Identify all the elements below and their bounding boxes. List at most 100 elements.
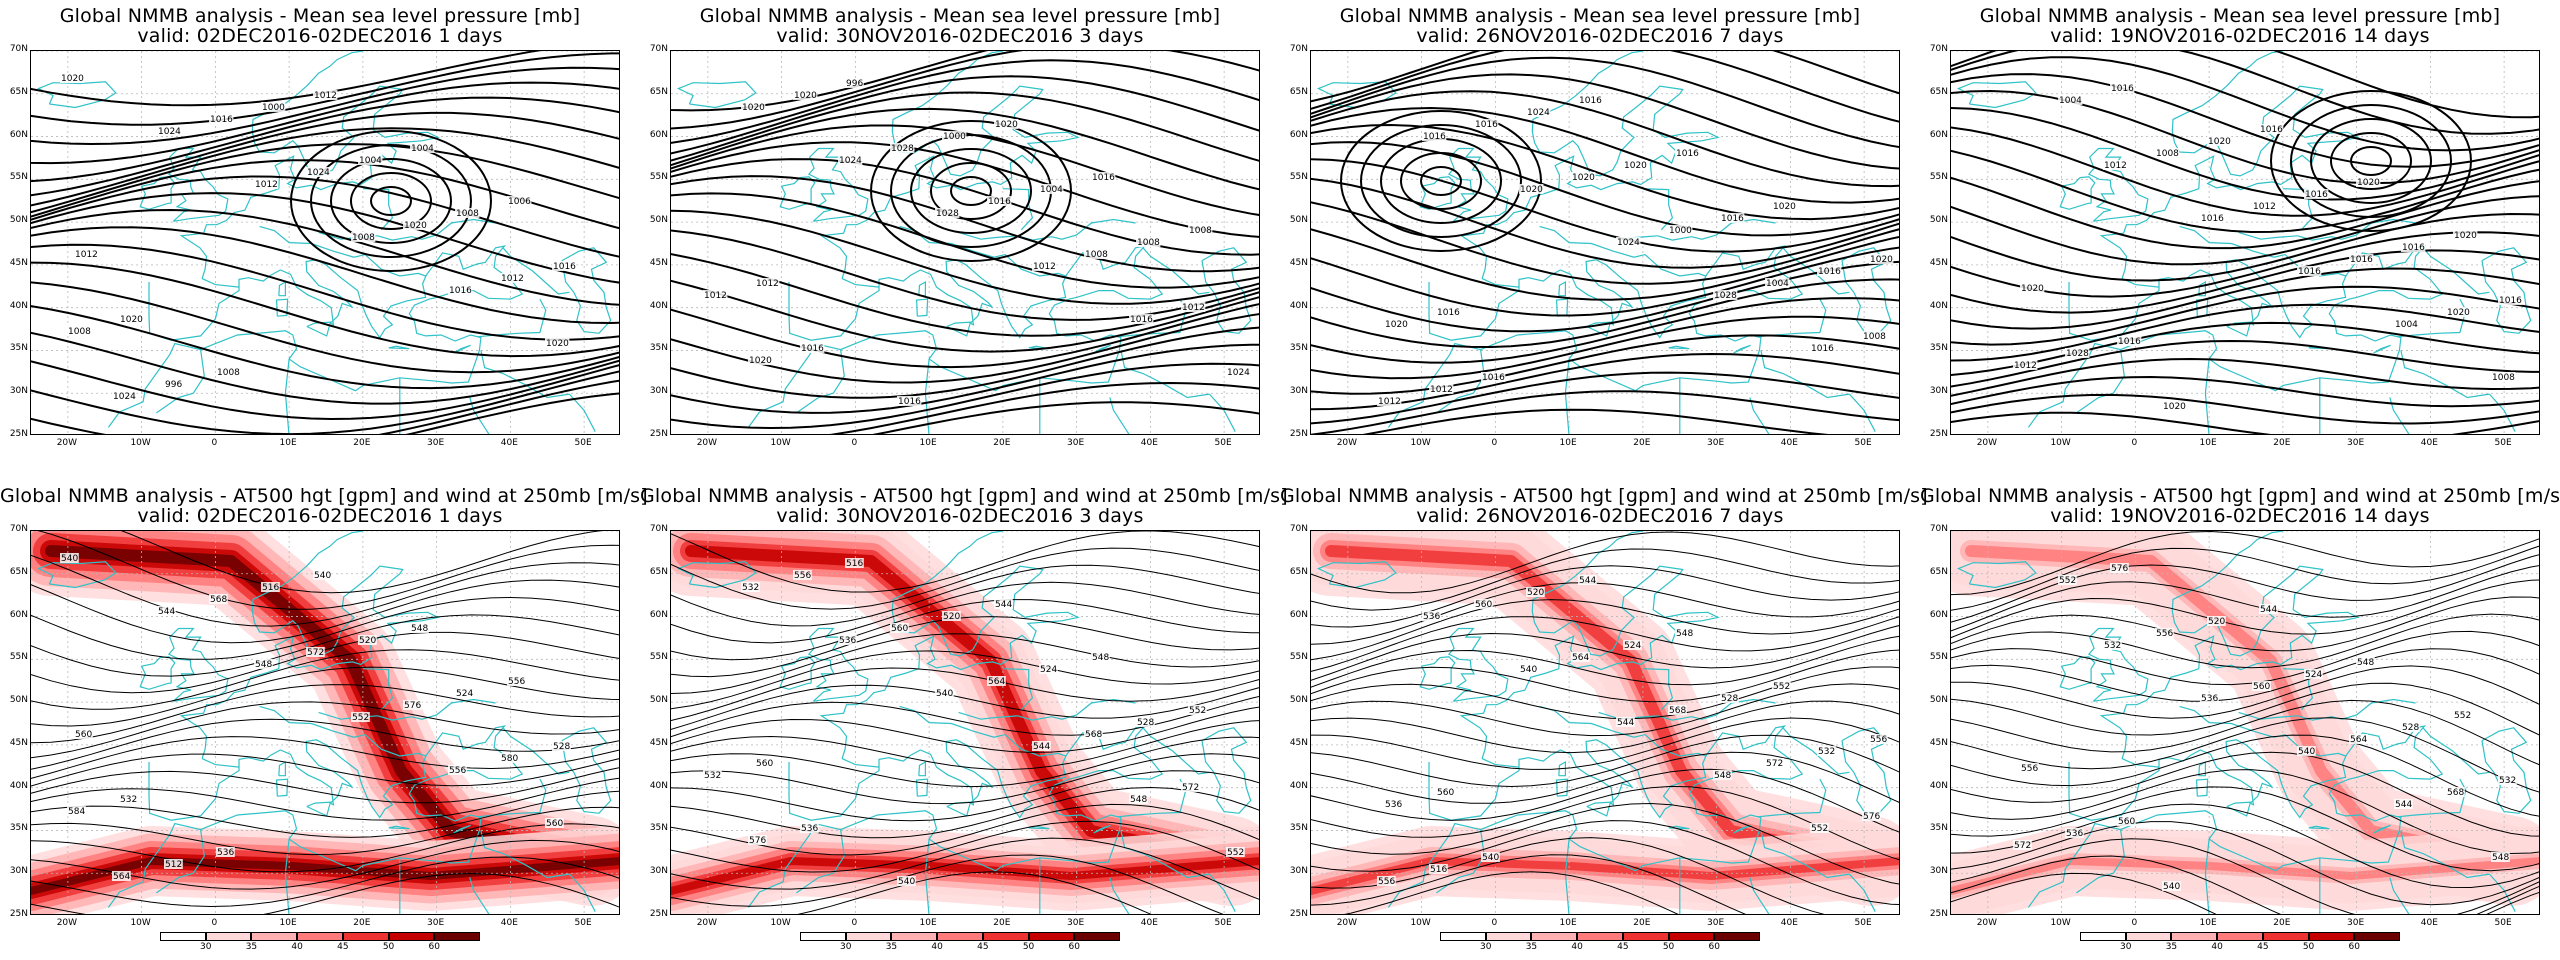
contour-label: 512: [165, 860, 182, 870]
contour-label: 1004: [2395, 320, 2418, 330]
contour-label: 544: [158, 607, 175, 617]
contour-label: 1012: [756, 279, 779, 289]
contour-label: 1016: [988, 197, 1011, 207]
lat-tick-label: 25N: [1289, 429, 1308, 439]
contour-label: 1016: [2305, 190, 2328, 200]
contour-label: 1020: [404, 221, 427, 231]
lat-tick-label: 35N: [649, 823, 668, 834]
lon-tick-label: 10W: [770, 438, 791, 448]
geopotential-contours: [1311, 531, 1899, 914]
contour-label: 576: [404, 701, 421, 711]
panel-title: Global NMMB analysis - Mean sea level pr…: [640, 6, 1280, 46]
colorbar-label: 40: [931, 942, 943, 952]
contour-label: 536: [839, 636, 856, 646]
lat-tick-label: 65N: [1289, 86, 1308, 97]
colorbar-label: 50: [1662, 942, 1675, 952]
contour-label: 1024: [113, 392, 136, 402]
contour-label: 1028: [2066, 349, 2089, 359]
contour-label: 524: [456, 689, 473, 699]
contour-label: 1008: [1085, 250, 1108, 260]
colorbar-swatch: [845, 932, 892, 941]
lon-tick-label: 20E: [2273, 918, 2291, 928]
colorbar-swatch: [937, 932, 983, 941]
contour-label: 1016: [1676, 149, 1699, 159]
contour-label: 1004: [359, 156, 382, 166]
lat-tick-label: 60N: [649, 129, 668, 140]
contour-label: 1016: [1818, 267, 1841, 277]
lon-tick-label: 0: [1491, 438, 1498, 448]
contour-labels: 532 536 540 544 548 552 556 560 564 568 572 576 516 5…: [703, 558, 1245, 887]
lat-tick-label: 25N: [649, 909, 668, 919]
contour-label: 560: [1437, 788, 1454, 798]
contour-label: 1020: [1773, 202, 1796, 212]
contour-label: 556: [1378, 877, 1395, 887]
map-plot: 1012 1016 1016 1004 1008 1004 1008 1012 1016 1020…: [1950, 50, 2540, 435]
lat-tick-label: 25N: [1929, 429, 1948, 439]
colorbar-label: 60: [2348, 942, 2361, 952]
contour-label: 516: [846, 559, 863, 569]
contour-label: 544: [1579, 576, 1596, 586]
contour-label: 532: [742, 583, 759, 593]
lat-tick-label: 70N: [9, 44, 28, 54]
lon-tick-label: 0: [211, 438, 218, 448]
map-canvas: 540 544 548 552 556 560 564 568 572 576 580 584 512 5…: [31, 531, 619, 914]
contour-label: 1020: [1572, 173, 1595, 183]
colorbar-label: 35: [885, 942, 898, 952]
contour-label: 552: [1811, 824, 1828, 834]
contour-label: 576: [1863, 812, 1880, 822]
panel-title-line: Global NMMB analysis - Mean sea level pr…: [1339, 5, 1861, 27]
colorbar-swatch: [891, 932, 938, 941]
lat-tick-label: 65N: [1289, 566, 1308, 577]
bottom-map-panel: Global NMMB analysis - AT500 hgt [gpm] a…: [1280, 480, 1928, 960]
contour-label: 1016: [2111, 84, 2134, 94]
top-map-panel: Global NMMB analysis - Mean sea level pr…: [1920, 0, 2560, 480]
colorbar-swatch: [2354, 932, 2400, 941]
contour-label: 1004: [1040, 185, 1063, 195]
contour-label: 560: [2118, 817, 2135, 827]
lon-tick-label: 20W: [696, 918, 718, 928]
lat-tick-label: 70N: [1929, 524, 1948, 534]
contour-label: 532: [2104, 641, 2121, 651]
jet-band: [31, 857, 619, 895]
lon-tick-label: 20W: [696, 438, 718, 448]
lon-tick-label: 50E: [2494, 918, 2512, 928]
geopotential-contours: [31, 531, 619, 914]
panel-title-line: Global NMMB analysis - AT500 hgt [gpm] a…: [640, 485, 1288, 507]
contour-label: 1020: [1520, 185, 1543, 195]
contour-label: 536: [1423, 612, 1440, 622]
contour-label: 532: [704, 771, 721, 781]
lat-tick-label: 70N: [1289, 524, 1308, 534]
contour-label: 524: [1040, 665, 1057, 675]
lat-tick-label: 55N: [1289, 652, 1308, 663]
colorbar-label: 60: [1068, 942, 1081, 952]
map-plot: 532 536 540 544 548 552 556 560 564 568 572 576 520 5…: [1950, 530, 2540, 915]
colorbar-swatch: [297, 932, 343, 941]
lon-tick-label: 10E: [1559, 438, 1577, 448]
lat-tick-label: 60N: [9, 609, 28, 620]
contour-label: 1012: [1430, 385, 1453, 395]
colorbar-swatch: [160, 932, 206, 941]
lat-tick-label: 55N: [9, 172, 28, 183]
contour-label: 1024: [307, 168, 330, 178]
lon-tick-label: 40E: [1140, 918, 1158, 928]
lat-tick-label: 50N: [1929, 215, 1948, 226]
map-canvas: 1020 1024 1012 1008 1016 1020 1024 1016 1024 1020…: [31, 51, 619, 434]
lat-tick-label: 55N: [649, 172, 668, 183]
contour-label: 1016: [1475, 120, 1498, 130]
contour-label: 560: [2253, 682, 2270, 692]
contour-label: 1016: [2350, 255, 2373, 265]
map-plot: 1020 1024 1028 1012 1016 1024 1020 1028 1016 1008…: [670, 50, 1260, 435]
contour-label: 560: [1475, 600, 1492, 610]
bottom-map-panel: Global NMMB analysis - AT500 hgt [gpm] a…: [0, 480, 648, 960]
contour-label: 580: [501, 754, 518, 764]
wind-colorbar: [800, 932, 1120, 941]
contour-label: 544: [2260, 605, 2277, 615]
lat-tick-label: 35N: [1929, 343, 1948, 354]
lon-tick-label: 10W: [770, 918, 791, 928]
contour-label: 540: [1482, 853, 1499, 863]
contour-label: 544: [1617, 718, 1634, 728]
lat-tick-label: 65N: [9, 566, 28, 577]
contour-label: 572: [1182, 783, 1199, 793]
lon-tick-label: 30E: [427, 438, 445, 448]
lat-tick-label: 35N: [1289, 343, 1308, 354]
